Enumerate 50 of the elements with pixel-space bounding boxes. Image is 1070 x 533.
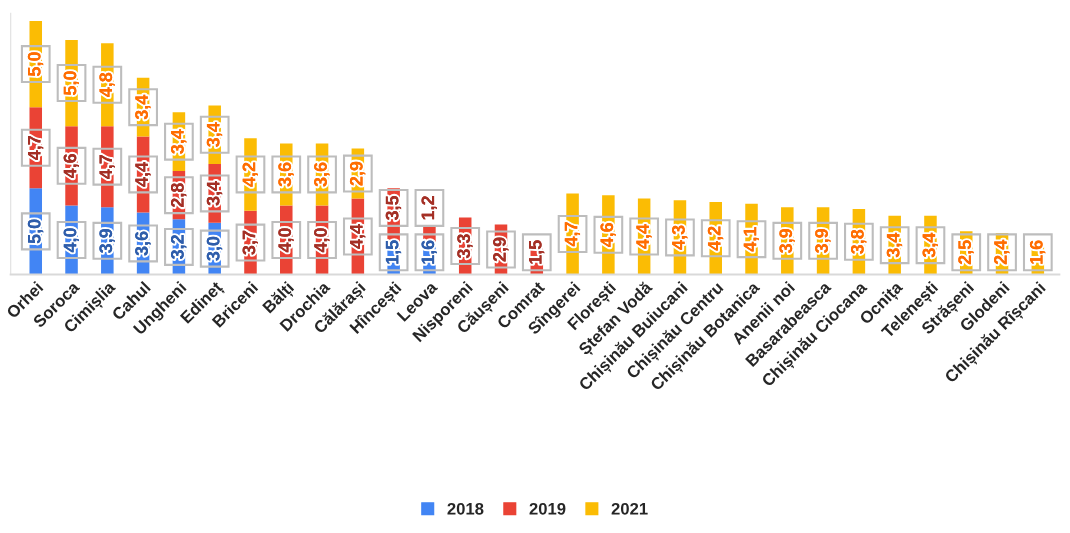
data-label: 1,6 (1029, 240, 1046, 264)
data-label: 4,4 (135, 162, 151, 187)
data-label: 3,4 (922, 232, 938, 258)
data-label: 3,7 (242, 230, 258, 255)
data-label: 4,0 (63, 228, 80, 253)
data-label: 2,9 (349, 161, 366, 186)
data-label: 4,0 (278, 228, 294, 253)
data-label: 4,7 (99, 154, 115, 179)
data-label: 3,4 (206, 180, 223, 206)
legend-label: 2021 (611, 502, 648, 515)
data-label: 4,8 (99, 72, 115, 98)
data-label: 3,0 (206, 236, 223, 261)
data-label: 1,6 (421, 240, 437, 264)
data-label: 3,4 (170, 129, 187, 154)
data-label: 4,1 (743, 227, 759, 252)
legend-label: 2018 (447, 502, 484, 515)
data-label: 4,3 (672, 225, 688, 250)
data-label: 5,0 (63, 71, 80, 96)
data-label: 3,9 (779, 228, 795, 253)
data-label: 3,2 (170, 235, 187, 260)
data-label: 3,4 (886, 232, 903, 258)
data-label: 4,4 (636, 224, 652, 249)
data-label: 3,6 (314, 162, 330, 187)
data-label: 3,4 (206, 122, 223, 147)
data-label: 4,0 (314, 228, 330, 253)
data-label: 4,6 (600, 222, 616, 248)
data-label: 4,2 (242, 162, 258, 187)
data-label: 3,9 (99, 228, 115, 253)
data-label: 3,6 (135, 231, 151, 256)
data-label: 5,0 (27, 52, 44, 77)
data-label: 1,2 (421, 196, 437, 220)
data-label: 3,8 (850, 229, 867, 254)
data-label: 3,4 (135, 94, 151, 120)
data-label: 5,0 (27, 219, 44, 244)
data-label: 4,2 (707, 226, 724, 251)
data-label: 4,7 (28, 135, 44, 160)
data-label: 3,5 (385, 195, 402, 221)
data-label: 4,6 (63, 153, 80, 179)
data-label: 1,5 (385, 240, 402, 264)
legend-label: 2019 (529, 502, 566, 515)
data-label: 1,5 (529, 240, 545, 264)
data-label: 3,3 (457, 234, 473, 259)
data-label: 3,6 (278, 162, 294, 187)
data-label: 4,7 (564, 222, 581, 247)
data-label: 2,9 (493, 237, 509, 262)
data-label: 2,4 (994, 239, 1010, 265)
data-label: 3,9 (815, 228, 831, 253)
data-label: 2,8 (170, 183, 187, 208)
data-label: 2,5 (958, 240, 974, 265)
data-label: 4,4 (350, 224, 366, 249)
